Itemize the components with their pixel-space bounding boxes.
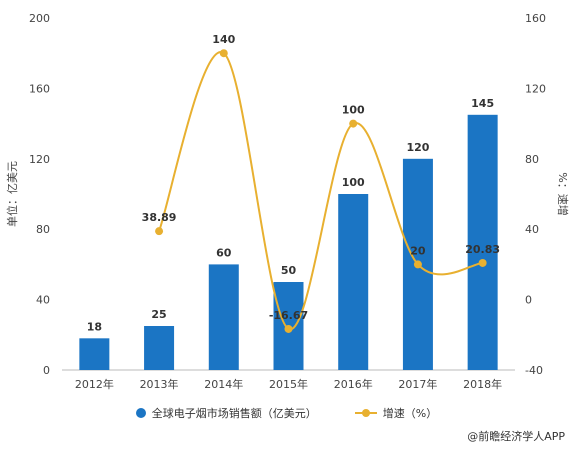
bar [144, 326, 175, 370]
bar-value-label: 18 [87, 320, 102, 333]
growth-point [219, 49, 228, 58]
bar-value-label: 100 [342, 176, 365, 189]
y2-tick-label: -40 [525, 364, 543, 377]
x-tick-label: 2015年 [269, 377, 308, 391]
growth-point [284, 324, 293, 333]
y-tick-label: 40 [36, 294, 50, 307]
legend-label-sales: 全球电子烟市场销售额（亿美元） [151, 407, 317, 420]
bar-value-label: 25 [151, 308, 166, 321]
y2-tick-label: 40 [525, 223, 539, 236]
y2-tick-label: 160 [525, 12, 546, 25]
chart: 0 40 80 120 160 200 -40 0 40 80 120 160 2012年 2013年 20… [5, 12, 570, 391]
x-tick-label: 2013年 [140, 377, 179, 391]
y-tick-label: 160 [29, 82, 50, 95]
growth-value-label: 38.89 [142, 211, 177, 224]
x-tick-label: 2017年 [398, 377, 437, 391]
growth-value-label: 100 [342, 104, 365, 117]
bar-value-label: 145 [471, 97, 494, 110]
x-tick-label: 2014年 [204, 377, 243, 391]
source-credit: @前瞻经济学人APP [467, 430, 565, 443]
bar [338, 194, 369, 370]
y2-tick-label: 120 [525, 82, 546, 95]
y-tick-label: 120 [29, 153, 50, 166]
bar [208, 264, 239, 370]
legend-item-sales: 全球电子烟市场销售额（亿美元） [135, 405, 317, 421]
growth-point [155, 227, 164, 236]
bar-value-label: 50 [281, 264, 297, 277]
bar-value-label: 60 [216, 246, 232, 259]
bar [467, 114, 498, 370]
y-tick-label: 200 [29, 12, 50, 25]
bar [79, 338, 110, 370]
y2-axis-title: %：速增 [556, 172, 570, 215]
bar-value-label: 120 [406, 141, 429, 154]
growth-point [413, 260, 422, 269]
growth-value-label: 20.83 [465, 243, 500, 256]
growth-value-label: 20 [410, 244, 426, 257]
x-tick-label: 2012年 [75, 377, 114, 391]
legend-item-growth: 增速（%） [354, 405, 438, 421]
legend-label-growth: 增速（%） [382, 407, 438, 420]
y2-tick-label: 80 [525, 153, 539, 166]
y-tick-label: 80 [36, 223, 50, 236]
growth-line [158, 51, 483, 330]
legend-swatch-sales [135, 408, 146, 418]
x-tick-label: 2018年 [463, 377, 502, 391]
y2-tick-label: 0 [525, 294, 532, 307]
legend-swatch-growth [354, 408, 377, 418]
growth-value-label: 140 [212, 33, 235, 46]
x-tick-label: 2016年 [334, 377, 373, 391]
growth-value-label: -16.67 [269, 309, 308, 322]
legend: 全球电子烟市场销售额（亿美元） 增速（%） [0, 405, 573, 421]
growth-point [478, 258, 487, 267]
growth-point [349, 119, 358, 128]
y-axis-title: 单位：亿美元 [5, 161, 19, 227]
y-tick-label: 0 [43, 364, 50, 377]
